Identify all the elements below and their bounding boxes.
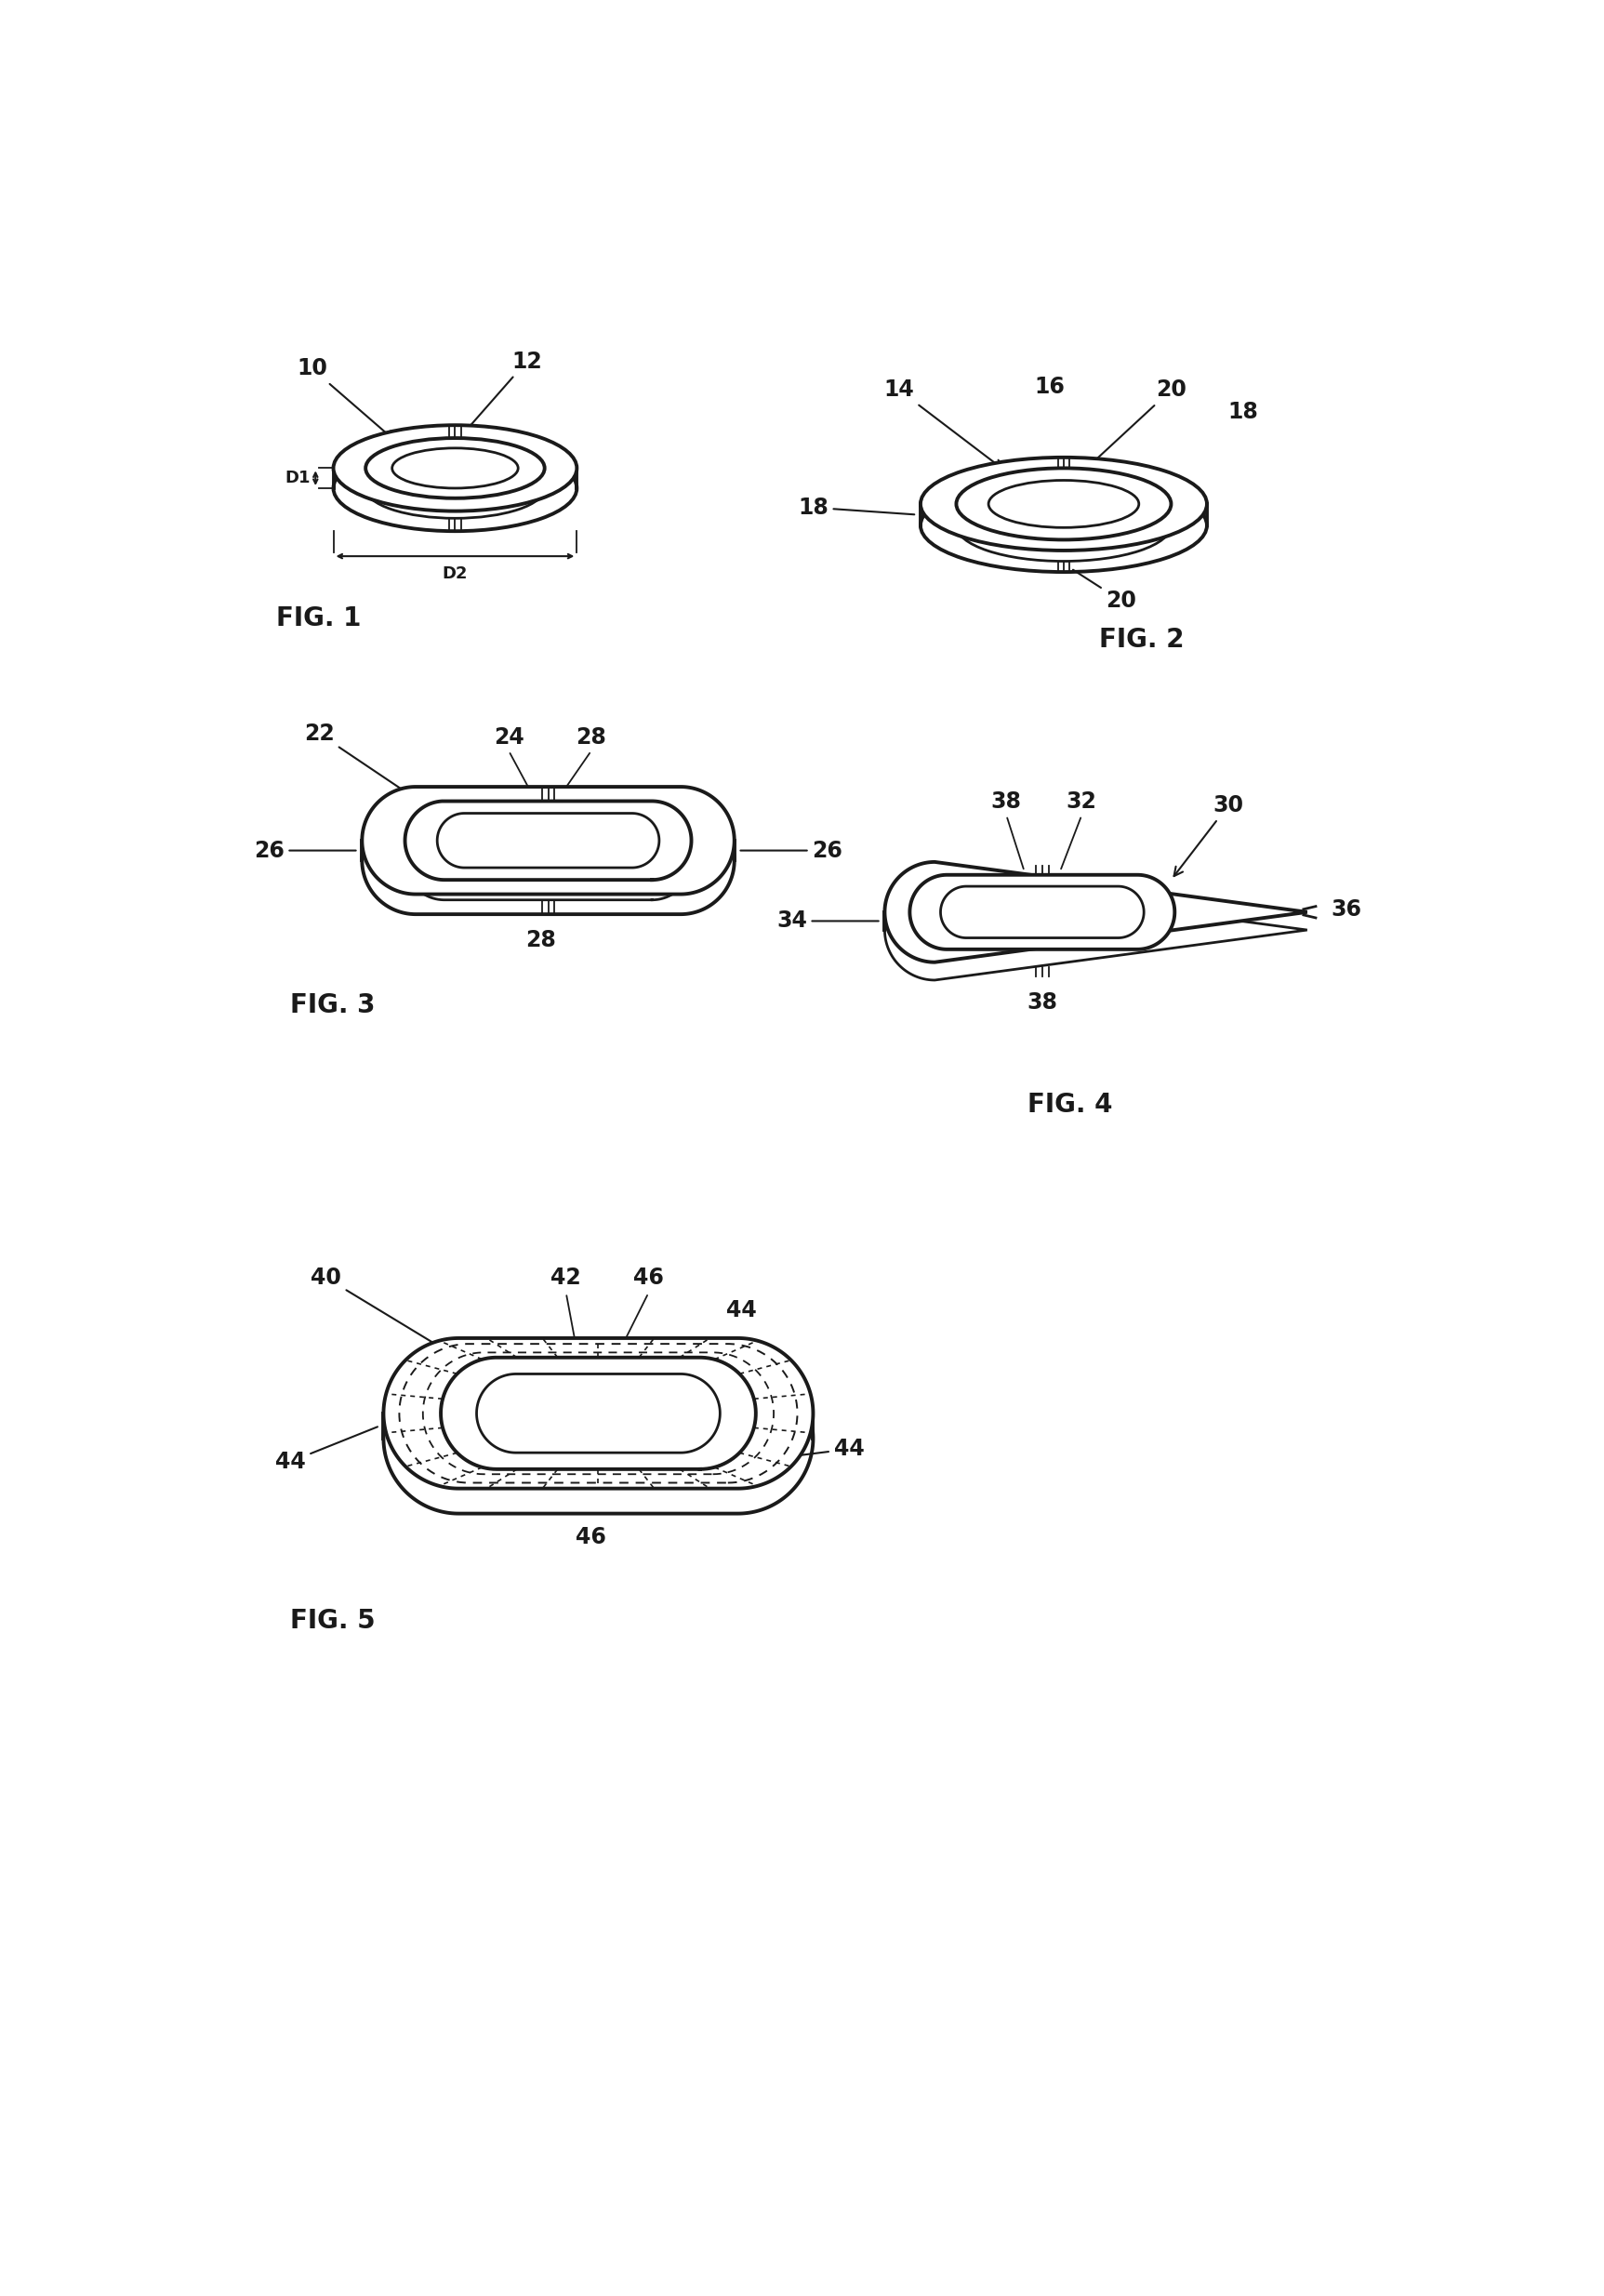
Text: 30: 30: [1174, 794, 1243, 877]
Text: 16: 16: [1035, 374, 1065, 397]
Text: FIG. 5: FIG. 5: [290, 1607, 375, 1635]
Text: 36: 36: [1331, 898, 1362, 921]
Text: 38: 38: [1027, 992, 1057, 1013]
Ellipse shape: [921, 480, 1206, 572]
Polygon shape: [363, 788, 735, 893]
Ellipse shape: [334, 425, 577, 512]
Text: 38: 38: [991, 790, 1022, 813]
Polygon shape: [383, 1364, 813, 1513]
Text: 26: 26: [741, 840, 842, 861]
Text: 20: 20: [1073, 569, 1136, 611]
Text: 14: 14: [884, 379, 1002, 468]
Polygon shape: [383, 1339, 813, 1488]
Text: 44: 44: [276, 1426, 377, 1472]
Polygon shape: [476, 1373, 720, 1453]
Ellipse shape: [921, 457, 1206, 551]
Ellipse shape: [391, 448, 518, 489]
Text: 22: 22: [303, 723, 415, 799]
Polygon shape: [363, 806, 735, 914]
Text: 44: 44: [727, 1300, 757, 1320]
Text: FIG. 1: FIG. 1: [276, 606, 361, 631]
Polygon shape: [940, 886, 1144, 937]
Polygon shape: [438, 813, 659, 868]
Text: FIG. 3: FIG. 3: [290, 992, 375, 1017]
Text: 12: 12: [472, 351, 542, 425]
Text: 42: 42: [550, 1267, 581, 1288]
Text: 44: 44: [794, 1437, 865, 1460]
Text: 28: 28: [576, 726, 606, 748]
Text: 40: 40: [311, 1267, 451, 1355]
Text: 34: 34: [776, 909, 879, 932]
Text: 46: 46: [576, 1527, 606, 1548]
Text: FIG. 2: FIG. 2: [1099, 627, 1185, 652]
Ellipse shape: [988, 480, 1139, 528]
Text: 32: 32: [1067, 790, 1097, 813]
Text: D2: D2: [443, 565, 468, 583]
Polygon shape: [885, 861, 1307, 962]
Text: 20: 20: [1088, 379, 1187, 468]
Text: D1: D1: [286, 471, 311, 487]
Text: 24: 24: [494, 726, 525, 748]
Text: 18: 18: [1227, 400, 1258, 422]
Ellipse shape: [334, 445, 577, 530]
Polygon shape: [909, 875, 1174, 948]
Text: 10: 10: [297, 358, 395, 441]
Polygon shape: [885, 879, 1307, 980]
Text: 26: 26: [253, 840, 356, 861]
Text: 28: 28: [526, 930, 557, 951]
Text: 46: 46: [634, 1267, 664, 1288]
Text: FIG. 4: FIG. 4: [1028, 1093, 1113, 1118]
Text: 18: 18: [797, 496, 914, 519]
